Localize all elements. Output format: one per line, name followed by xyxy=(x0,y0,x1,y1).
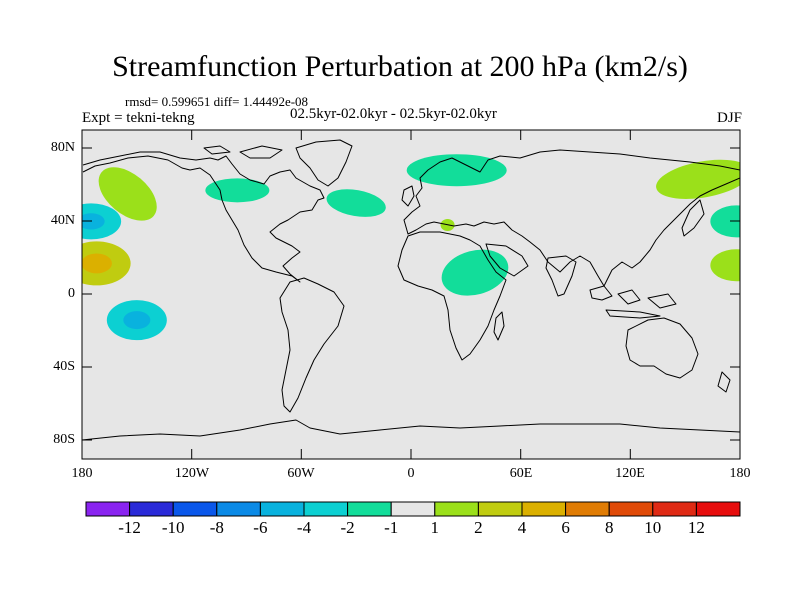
anomaly-core-tropical-pacific-positive xyxy=(82,253,112,274)
anomaly-east-africa-negative xyxy=(441,249,509,296)
anomaly-scandinavia-negative xyxy=(406,154,507,187)
anomaly-core-central-pacific-negative xyxy=(82,213,105,230)
anomaly-north-atlantic-negative xyxy=(326,189,386,217)
x-label-120w: 120W xyxy=(174,466,210,481)
colorbar-label: 4 xyxy=(517,518,527,537)
coastline-britain xyxy=(401,185,415,207)
colorbar-box-6 xyxy=(347,501,392,517)
coastline-arabia xyxy=(485,243,529,277)
colorbar-label: -12 xyxy=(118,518,141,537)
colorbar-label: 2 xyxy=(474,518,483,537)
coastline-north-america xyxy=(82,151,325,283)
y-label-eq: 0 xyxy=(68,286,75,301)
x-label-120e: 120E xyxy=(615,466,645,481)
coastline-india xyxy=(545,255,577,297)
colorbar-box-5 xyxy=(303,501,349,517)
colorbar-label: -6 xyxy=(253,518,268,537)
season-label: DJF xyxy=(716,110,742,126)
anomaly-west-pacific-negative xyxy=(710,205,740,238)
colorbar-box-7 xyxy=(390,501,436,517)
colorbar xyxy=(85,501,741,517)
stats-text: rmsd= 0.599651 diff= 1.44492e-08 xyxy=(125,94,309,109)
period-label: 02.5kyr-02.0kyr - 02.5kyr-02.0kyr xyxy=(290,106,497,122)
colorbar-box-9 xyxy=(477,501,523,517)
anomaly-features xyxy=(82,154,740,341)
colorbar-box-10 xyxy=(521,501,567,517)
coastline-antarctica xyxy=(82,419,740,441)
colorbar-label: 12 xyxy=(687,518,705,537)
x-label-0: 0 xyxy=(407,466,415,481)
colorbar-label: -10 xyxy=(161,518,185,537)
colorbar-box-0 xyxy=(85,501,131,517)
anomaly-west-pacific-tropical-positive xyxy=(710,249,740,282)
colorbar-label: -8 xyxy=(209,518,224,537)
colorbar-box-13 xyxy=(652,501,697,517)
coastline-madagascar xyxy=(493,311,505,341)
anomaly-core-south-pacific-negative xyxy=(123,311,151,330)
experiment-label: Expt = tekni-tekng xyxy=(82,110,195,126)
colorbar-label: 6 xyxy=(561,518,570,537)
coastline-arctic-islands xyxy=(203,145,283,159)
colorbar-label: 8 xyxy=(604,518,614,537)
coastline-australia xyxy=(625,317,699,379)
colorbar-box-1 xyxy=(129,501,174,517)
colorbar-box-3 xyxy=(216,501,261,517)
coastline-japan xyxy=(681,199,705,237)
coastlines xyxy=(82,139,740,441)
colorbar-box-8 xyxy=(434,501,479,517)
y-label-40n: 40N xyxy=(50,213,75,228)
coastline-new-zealand xyxy=(717,371,731,393)
chart-title: Streamfunction Perturbation at 200 hPa (… xyxy=(112,50,688,83)
colorbar-label: -4 xyxy=(296,518,312,537)
colorbar-box-12 xyxy=(608,501,654,517)
colorbar-box-11 xyxy=(565,501,610,517)
map-background xyxy=(82,130,740,459)
x-label-180e: 180 xyxy=(729,466,751,481)
y-label-40s: 40S xyxy=(53,359,75,374)
colorbar-label: 10 xyxy=(644,518,662,537)
x-label-60e: 60E xyxy=(509,466,533,481)
colorbar-label: -1 xyxy=(384,518,399,537)
coastline-south-america xyxy=(279,277,345,413)
x-label-180w: 180 xyxy=(71,466,93,481)
colorbar-box-4 xyxy=(259,501,305,517)
coastline-indonesia xyxy=(589,285,677,319)
x-label-60w: 60W xyxy=(287,466,315,481)
axis-ticks xyxy=(81,130,741,459)
anomaly-north-pacific-positive xyxy=(98,167,157,221)
colorbar-box-14 xyxy=(695,501,741,517)
colorbar-box-2 xyxy=(172,501,218,517)
coastline-africa xyxy=(397,231,507,361)
y-label-80n: 80N xyxy=(50,140,75,155)
y-label-80s: 80S xyxy=(53,432,75,447)
colorbar-label: 1 xyxy=(430,518,440,537)
anomaly-northeast-asia-positive xyxy=(656,159,740,199)
colorbar-label: -2 xyxy=(340,518,355,537)
coastline-eurasia xyxy=(403,149,740,287)
coastline-greenland xyxy=(295,139,353,187)
